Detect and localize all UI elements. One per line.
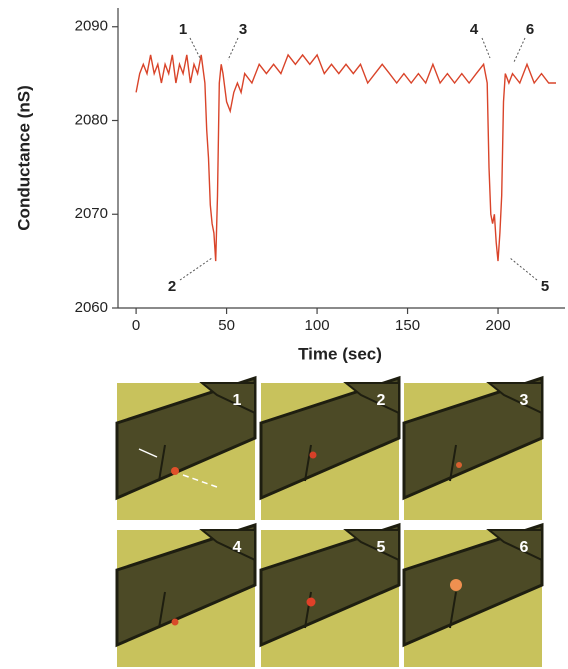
particle xyxy=(171,467,179,475)
data-line xyxy=(135,53,556,262)
annotation-leader xyxy=(179,257,213,281)
panel-label: 5 xyxy=(377,539,386,556)
annotation: 6 xyxy=(526,21,534,38)
flow-arrow xyxy=(138,448,158,458)
channel-band xyxy=(259,522,401,648)
x-tick-label: 200 xyxy=(486,317,511,334)
micrograph-panel: 4 xyxy=(115,522,257,667)
channel-band xyxy=(402,375,544,501)
x-tick-label: 100 xyxy=(305,317,330,334)
channel-band xyxy=(115,375,257,501)
x-tick-label: 50 xyxy=(218,317,235,334)
y-axis-label: Conductance (nS) xyxy=(14,85,33,230)
annotation: 2 xyxy=(168,278,176,295)
panel-label: 6 xyxy=(520,539,529,556)
x-axis-label: Time (sec) xyxy=(298,344,382,363)
micrograph-panel: 2 xyxy=(259,375,401,520)
x-tick-label: 0 xyxy=(132,317,140,334)
gap-line xyxy=(449,591,457,629)
channel-band xyxy=(115,522,257,648)
micrograph-panel: 3 xyxy=(402,375,544,520)
annotation: 4 xyxy=(470,21,479,38)
gap-line xyxy=(158,591,166,629)
electrode-corner xyxy=(486,529,543,562)
annotation-leader xyxy=(481,37,491,59)
electrode-corner xyxy=(343,382,400,415)
panel-label: 4 xyxy=(233,539,242,556)
particle xyxy=(171,618,179,626)
y-tick-label: 2090 xyxy=(75,18,108,35)
annotation-leader xyxy=(513,37,526,63)
electrode-corner xyxy=(199,382,256,415)
gap-line xyxy=(449,444,457,482)
flow-arrow xyxy=(182,474,218,488)
micrograph-panel: 6 xyxy=(402,522,544,667)
y-tick-label: 2080 xyxy=(75,111,108,128)
electrode-corner xyxy=(486,382,543,415)
particle xyxy=(456,462,462,468)
annotation-leader xyxy=(189,37,201,59)
particle xyxy=(309,451,317,459)
panel-label: 1 xyxy=(233,392,242,409)
panel-label: 2 xyxy=(377,392,386,409)
channel-band xyxy=(259,375,401,501)
particle xyxy=(450,579,462,591)
x-tick-label: 150 xyxy=(395,317,420,334)
gap-line xyxy=(304,444,312,482)
electrode-corner xyxy=(343,529,400,562)
annotation: 1 xyxy=(179,21,187,38)
panel-label: 3 xyxy=(520,392,529,409)
channel-band xyxy=(402,522,544,648)
micrograph-panel: 1 xyxy=(115,375,257,520)
annotation-leader xyxy=(509,257,538,281)
gap-line xyxy=(158,444,166,482)
particle xyxy=(306,597,316,607)
annotation: 5 xyxy=(541,278,549,295)
y-tick-label: 2070 xyxy=(75,205,108,222)
electrode-corner xyxy=(199,529,256,562)
y-tick-label: 2060 xyxy=(75,299,108,316)
micrograph-panel: 5 xyxy=(259,522,401,667)
annotation: 3 xyxy=(239,21,247,38)
annotation-leader xyxy=(227,37,239,61)
